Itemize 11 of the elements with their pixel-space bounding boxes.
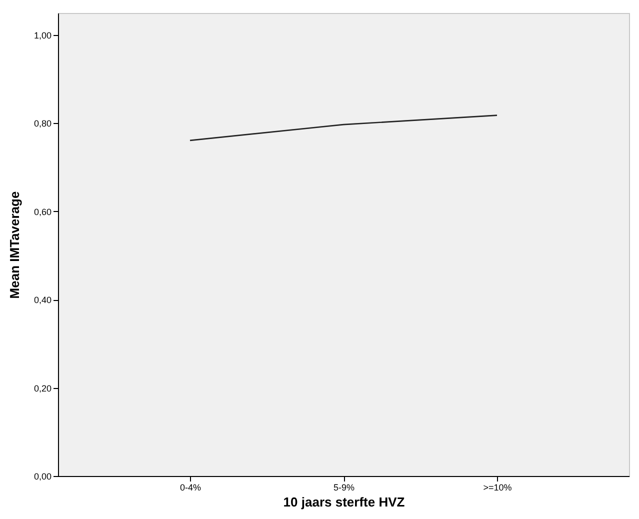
y-tick-label: 0,40 (34, 295, 52, 306)
x-tick-label: 5-9% (333, 482, 355, 492)
y-axis-title: Mean IMTaverage (6, 191, 22, 299)
y-tick-label: 1,00 (34, 30, 52, 41)
y-tick-label: 0,00 (34, 472, 52, 482)
y-tick-label: 0,20 (34, 383, 52, 394)
y-tick-label: 0,60 (34, 206, 52, 217)
y-tick-label: 0,80 (34, 118, 52, 129)
x-axis-title: 10 jaars sterfte HVZ (283, 494, 405, 510)
x-tick-label: >=10% (483, 482, 512, 492)
x-tick-label: 0-4% (180, 482, 202, 492)
